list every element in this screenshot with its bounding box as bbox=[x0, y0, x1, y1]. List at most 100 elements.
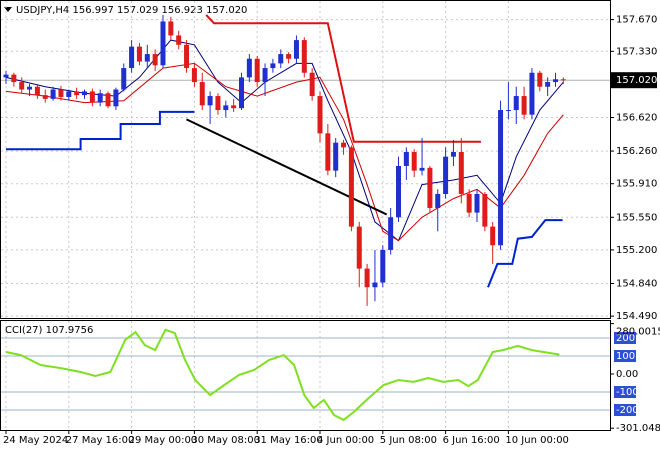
candle-body bbox=[372, 282, 378, 288]
candle-body bbox=[105, 93, 111, 107]
candle-body bbox=[380, 249, 386, 283]
current-price-label: 157.020 bbox=[616, 75, 657, 86]
candle-body bbox=[262, 68, 268, 83]
candle-body bbox=[231, 105, 237, 109]
candle-body bbox=[490, 226, 496, 246]
level-label-box bbox=[614, 350, 636, 363]
candle-body bbox=[482, 193, 488, 227]
candle-body bbox=[435, 193, 441, 208]
candle-body bbox=[11, 74, 17, 83]
cci-title: CCI(27) 107.9756 bbox=[5, 325, 93, 336]
y-tick-label: 155.550 bbox=[616, 212, 657, 223]
candle-body bbox=[66, 91, 72, 97]
x-tick-label: 4 Jun 00:00 bbox=[317, 435, 374, 446]
candle-body bbox=[419, 167, 425, 171]
x-tick-label: 6 Jun 16:00 bbox=[443, 435, 500, 446]
x-tick-label: 27 May 16:00 bbox=[66, 435, 135, 446]
candle-body bbox=[458, 152, 464, 194]
candle-body bbox=[176, 35, 182, 45]
candle-body bbox=[317, 96, 323, 134]
indicator-line bbox=[6, 110, 563, 288]
candle-body bbox=[207, 96, 213, 106]
level-label-box bbox=[614, 332, 636, 345]
candle-body bbox=[521, 96, 527, 115]
candle-body bbox=[58, 89, 64, 97]
y-tick-label: 154.840 bbox=[616, 278, 657, 289]
candle-body bbox=[270, 63, 276, 69]
candle-body bbox=[411, 152, 417, 171]
candle-body bbox=[443, 156, 449, 194]
candle-body bbox=[144, 54, 150, 62]
candle-body bbox=[341, 142, 347, 148]
level-label: -200 bbox=[616, 405, 639, 416]
menu-arrow[interactable] bbox=[4, 7, 12, 12]
candle-body bbox=[309, 72, 315, 97]
candle-body bbox=[3, 74, 9, 78]
candle-body bbox=[286, 54, 292, 59]
candle-body bbox=[513, 96, 519, 111]
y-tick-label: 157.330 bbox=[616, 46, 657, 57]
level-label: -100 bbox=[616, 387, 639, 398]
y-tick-label: 155.910 bbox=[616, 179, 657, 190]
x-tick-label: 5 Jun 08:00 bbox=[380, 435, 437, 446]
candle-body bbox=[254, 58, 260, 83]
x-tick-label: 29 May 00:00 bbox=[129, 435, 198, 446]
candle-body bbox=[82, 91, 87, 96]
candle-body bbox=[474, 193, 480, 213]
candle-body bbox=[50, 89, 56, 99]
y-tick-label: 157.670 bbox=[616, 15, 657, 26]
candle-body bbox=[168, 21, 174, 36]
cci-pane bbox=[0, 320, 611, 431]
candle-body bbox=[427, 167, 433, 208]
candle-body bbox=[121, 68, 127, 90]
candle-body bbox=[403, 152, 409, 166]
candle-body bbox=[537, 72, 543, 87]
candle-body bbox=[301, 40, 307, 73]
candle-body bbox=[19, 82, 25, 90]
candle-body bbox=[136, 46, 142, 62]
candle-body bbox=[529, 72, 535, 115]
candle-body bbox=[129, 46, 135, 69]
candle-body bbox=[278, 54, 284, 64]
y-tick-label: 155.200 bbox=[616, 245, 657, 256]
y-tick-label: 156.620 bbox=[616, 113, 657, 124]
x-tick-label: 30 May 08:00 bbox=[191, 435, 260, 446]
candle-body bbox=[364, 268, 370, 288]
candle-body bbox=[333, 142, 339, 171]
candle-body bbox=[34, 86, 40, 96]
candle-body bbox=[191, 68, 197, 83]
candle-body bbox=[325, 133, 331, 171]
candle-body bbox=[466, 193, 472, 213]
candle-body bbox=[239, 77, 244, 109]
candle-body bbox=[293, 40, 299, 59]
candle-body bbox=[74, 91, 80, 96]
candle-body bbox=[388, 217, 394, 250]
candle-body bbox=[553, 79, 558, 83]
candle-body bbox=[545, 82, 551, 87]
indicator-line bbox=[205, 14, 481, 143]
candle-body bbox=[505, 110, 511, 112]
level-label-box bbox=[614, 404, 636, 417]
candle-body bbox=[89, 91, 95, 103]
y-tick-label: 154.490 bbox=[616, 311, 657, 322]
cci-line bbox=[5, 328, 560, 422]
candle-body bbox=[160, 21, 166, 66]
level-label: 100 bbox=[616, 351, 635, 362]
price-pane bbox=[0, 0, 611, 319]
candle-body bbox=[246, 58, 252, 78]
candle-body bbox=[223, 105, 229, 111]
y-tick-label: 0.00 bbox=[616, 369, 638, 380]
candle-body bbox=[42, 95, 48, 99]
candle-body bbox=[396, 165, 401, 218]
candle-body bbox=[498, 110, 504, 246]
candle-body bbox=[356, 226, 362, 269]
candle-body bbox=[215, 96, 221, 111]
candle-body bbox=[184, 44, 190, 69]
indicator-line bbox=[5, 39, 564, 242]
y-tick-label: 156.260 bbox=[616, 146, 657, 157]
level-label-box bbox=[614, 386, 636, 399]
candle-body bbox=[152, 54, 158, 66]
candle-body bbox=[27, 86, 33, 90]
